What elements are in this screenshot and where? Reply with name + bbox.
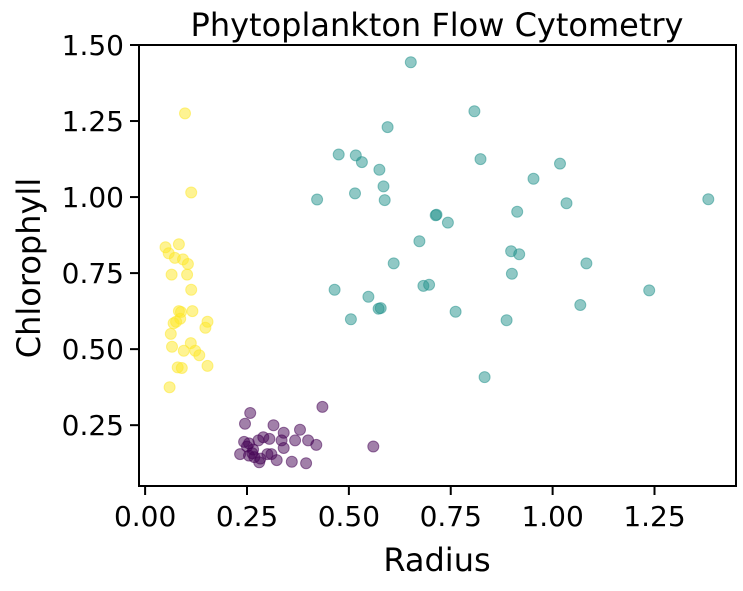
x-tick-label: 0.00 bbox=[114, 500, 176, 533]
data-point bbox=[181, 268, 194, 281]
data-point bbox=[170, 315, 183, 328]
data-point bbox=[172, 238, 185, 251]
data-point bbox=[344, 313, 357, 326]
data-point bbox=[355, 156, 368, 169]
data-point bbox=[175, 362, 188, 374]
data-point bbox=[270, 454, 283, 467]
data-point bbox=[527, 172, 540, 185]
y-tick-label: 1.25 bbox=[62, 105, 124, 138]
x-tick-label: 0.75 bbox=[420, 500, 482, 533]
data-point bbox=[263, 432, 276, 445]
plot-frame bbox=[138, 44, 737, 487]
data-point bbox=[500, 314, 513, 327]
data-point bbox=[185, 186, 198, 199]
data-point bbox=[560, 197, 573, 210]
data-point bbox=[165, 268, 178, 281]
data-point bbox=[423, 278, 436, 291]
data-point bbox=[186, 305, 199, 318]
data-point bbox=[253, 456, 266, 469]
y-tick-label: 1.50 bbox=[62, 29, 124, 62]
data-point bbox=[328, 283, 341, 296]
data-point bbox=[311, 193, 324, 206]
data-point bbox=[199, 321, 212, 334]
data-point bbox=[267, 419, 280, 432]
data-point bbox=[478, 371, 491, 384]
data-point bbox=[277, 442, 290, 454]
data-point bbox=[468, 105, 481, 118]
y-tick-label: 0.25 bbox=[62, 409, 124, 442]
x-axis-label: Radius bbox=[383, 541, 490, 579]
data-point bbox=[349, 187, 361, 200]
data-point bbox=[201, 359, 214, 372]
data-point bbox=[378, 194, 391, 207]
data-point bbox=[511, 205, 524, 218]
y-tick-label: 0.50 bbox=[62, 333, 124, 366]
data-points bbox=[159, 56, 715, 470]
y-tick-label: 1.00 bbox=[62, 181, 124, 214]
data-point bbox=[373, 163, 386, 176]
data-point bbox=[404, 56, 417, 69]
data-point bbox=[643, 284, 656, 297]
data-point bbox=[300, 457, 313, 470]
data-point bbox=[181, 258, 194, 270]
data-point bbox=[289, 434, 302, 447]
data-point bbox=[429, 209, 442, 222]
data-point bbox=[310, 438, 323, 451]
data-point bbox=[474, 153, 487, 166]
data-point bbox=[285, 455, 298, 468]
data-point bbox=[513, 248, 526, 261]
x-tick-label: 0.50 bbox=[318, 500, 380, 533]
data-point bbox=[441, 216, 454, 229]
data-point bbox=[239, 417, 251, 430]
data-point bbox=[554, 157, 566, 170]
data-point bbox=[332, 148, 345, 161]
data-point bbox=[193, 349, 206, 362]
axis-ticks: 0.00 0.25 0.50 0.75 1.00 1.25 0.25 0.50 0.75 1.00… bbox=[62, 29, 686, 533]
data-point bbox=[246, 447, 259, 460]
data-point bbox=[367, 440, 380, 453]
data-point bbox=[505, 267, 518, 280]
data-point bbox=[362, 290, 375, 303]
data-point bbox=[372, 302, 385, 315]
data-point bbox=[449, 305, 462, 318]
x-tick-label: 0.25 bbox=[216, 500, 278, 533]
data-point bbox=[177, 344, 190, 357]
y-axis-label: Chlorophyll bbox=[10, 178, 48, 358]
data-point bbox=[574, 299, 587, 311]
x-tick-label: 1.25 bbox=[623, 500, 685, 533]
data-point bbox=[179, 107, 191, 120]
data-point bbox=[387, 257, 400, 270]
data-point bbox=[316, 400, 329, 413]
x-tick-label: 1.00 bbox=[521, 500, 583, 533]
data-point bbox=[166, 340, 178, 353]
data-point bbox=[185, 283, 198, 296]
data-point bbox=[381, 121, 394, 134]
data-point bbox=[163, 381, 176, 394]
chart-title: Phytoplankton Flow Cytometry bbox=[191, 6, 684, 44]
data-point bbox=[244, 407, 257, 419]
data-point bbox=[377, 180, 390, 193]
y-tick-label: 0.75 bbox=[62, 257, 124, 290]
data-point bbox=[702, 193, 715, 206]
data-point bbox=[413, 235, 426, 248]
data-point bbox=[164, 327, 177, 340]
data-point bbox=[580, 257, 593, 270]
data-point bbox=[294, 423, 306, 436]
